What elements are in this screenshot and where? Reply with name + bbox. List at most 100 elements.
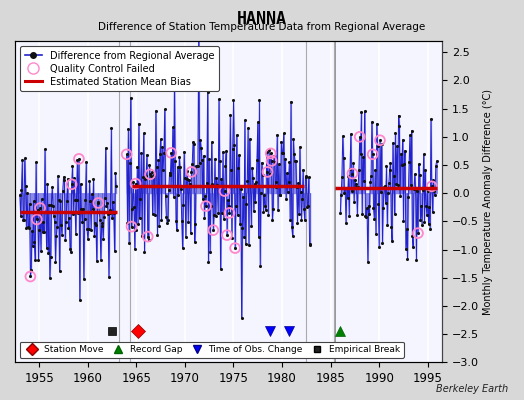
Point (414, 230, 422, 236)
Point (248, 164, 256, 171)
Point (368, 151, 377, 158)
Point (126, 160, 134, 166)
Point (419, 186, 427, 193)
Point (348, 170, 357, 177)
Point (230, 97, 238, 104)
Point (19, 216, 27, 223)
Point (185, 177, 193, 183)
Point (124, 126, 133, 133)
Point (139, 174, 147, 180)
Point (135, 120, 143, 127)
Point (263, 149, 271, 155)
Point (59, 174, 68, 180)
Point (34, 257, 42, 263)
Point (93, 198, 102, 205)
Point (158, 144, 167, 150)
Point (134, 220, 142, 227)
Point (197, 144, 205, 151)
Point (89, 205, 97, 212)
Point (425, 204, 433, 210)
Point (190, 239, 199, 246)
Point (340, 190, 348, 196)
Point (89, 176, 97, 182)
Point (20, 216, 28, 223)
Point (25, 200, 34, 207)
Point (281, 156, 289, 162)
Point (104, 211, 112, 218)
Point (337, 192, 345, 198)
Point (21, 183, 30, 189)
Point (105, 210, 114, 216)
Point (149, 174, 158, 180)
Point (77, 181, 85, 187)
Point (423, 188, 432, 194)
Point (83, 226, 91, 232)
Point (356, 151, 365, 157)
Point (64, 225, 73, 231)
Point (36, 205, 44, 211)
Point (181, 174, 189, 181)
Point (428, 183, 436, 190)
Point (16, 213, 25, 220)
Point (84, 226, 93, 232)
Point (29, 243, 37, 249)
Point (178, 218, 186, 224)
Point (103, 200, 112, 206)
Point (37, 248, 45, 254)
Point (396, 193, 405, 200)
Point (18, 157, 27, 164)
Point (40, 229, 48, 235)
Point (212, 213, 220, 219)
Point (266, 171, 274, 177)
Point (97, 223, 106, 229)
Point (267, 150, 275, 157)
Point (88, 191, 96, 198)
Point (363, 205, 371, 212)
Point (236, 221, 244, 227)
Point (236, 186, 245, 192)
Point (95, 208, 103, 215)
Point (163, 219, 171, 226)
Point (225, 210, 234, 216)
Point (44, 250, 52, 256)
Point (112, 183, 121, 190)
Point (179, 201, 188, 208)
Point (82, 159, 91, 165)
Point (411, 171, 419, 177)
Point (407, 182, 415, 188)
Point (144, 234, 152, 240)
Point (54, 197, 63, 203)
Point (135, 215, 144, 222)
Point (261, 203, 269, 210)
Point (289, 136, 298, 143)
Point (188, 160, 196, 167)
Point (221, 188, 229, 194)
Point (25, 224, 33, 231)
Point (154, 156, 162, 163)
Point (386, 160, 395, 166)
Point (406, 132, 414, 138)
Point (194, 162, 202, 169)
Point (394, 182, 402, 188)
Point (16, 192, 24, 198)
Point (153, 232, 161, 238)
Point (80, 216, 89, 222)
Point (276, 192, 285, 198)
Point (17, 187, 26, 193)
Point (258, 159, 266, 166)
Point (411, 186, 420, 192)
Point (91, 220, 100, 226)
Point (358, 211, 366, 218)
Point (285, 179, 293, 186)
Point (94, 200, 103, 206)
Point (210, 212, 219, 219)
Point (126, 94, 135, 101)
Point (143, 152, 151, 158)
Point (230, 141, 238, 148)
Point (373, 120, 381, 127)
Point (235, 152, 243, 158)
Point (293, 220, 302, 226)
Point (361, 108, 369, 114)
Point (242, 241, 250, 248)
Point (94, 200, 103, 206)
